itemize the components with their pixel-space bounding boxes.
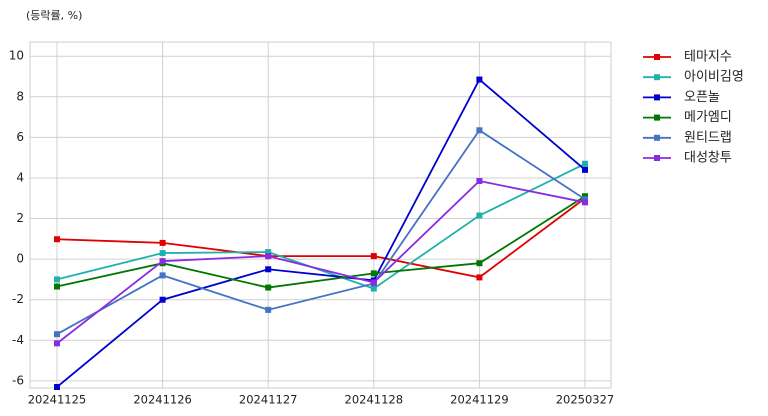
legend-marker — [654, 155, 660, 161]
series-line — [56, 162, 586, 290]
legend-marker — [654, 114, 660, 121]
y-tick-label: 0 — [16, 252, 24, 266]
point — [159, 250, 166, 257]
point — [370, 253, 377, 260]
point — [54, 383, 60, 390]
point — [159, 272, 166, 279]
point — [476, 127, 483, 134]
legend-label: 메가엠디 — [684, 110, 732, 125]
point — [54, 236, 60, 243]
legend-label: 테마지수 — [684, 50, 732, 65]
x-tick-label: 20250327 — [556, 393, 615, 407]
point — [54, 283, 60, 290]
point — [582, 199, 588, 206]
x-tick-label: 20241126 — [133, 393, 192, 407]
point — [476, 76, 483, 83]
x-tick-label: 20241127 — [239, 393, 298, 407]
legend-label: 대성창투 — [684, 151, 732, 166]
point — [582, 193, 588, 200]
x-tick-label: 20241125 — [28, 393, 87, 407]
point — [265, 284, 272, 291]
series-line — [56, 78, 586, 388]
series-line — [56, 129, 586, 336]
point — [582, 166, 588, 173]
y-tick-label: -6 — [12, 373, 24, 387]
point — [159, 239, 166, 246]
point — [582, 160, 588, 167]
point — [54, 331, 60, 338]
legend-marker — [654, 134, 660, 141]
legend-marker — [654, 94, 660, 101]
legend-marker — [654, 54, 660, 60]
point — [265, 306, 272, 313]
point — [370, 285, 377, 292]
point — [159, 296, 166, 303]
y-tick-label: 8 — [16, 89, 24, 103]
point — [582, 196, 588, 203]
series-line — [56, 180, 586, 345]
y-tick-label: 6 — [16, 130, 24, 144]
point — [476, 212, 483, 219]
y-tick-label: -2 — [12, 292, 24, 306]
y-tick-label: 2 — [16, 211, 24, 225]
legend-marker — [654, 74, 660, 81]
legend-label: 아이비김영 — [684, 70, 744, 85]
point — [54, 340, 60, 347]
point — [265, 249, 272, 256]
legend-label: 원티드랩 — [684, 130, 732, 145]
y-tick-label: 4 — [16, 170, 24, 184]
chart-title: (등락률, %) — [26, 9, 82, 22]
plot-frame — [29, 41, 612, 389]
y-tick-label: 10 — [9, 49, 24, 63]
x-tick-label: 20241128 — [345, 393, 404, 407]
y-tick-label: -4 — [12, 333, 24, 347]
series-line — [56, 195, 586, 289]
point — [476, 260, 483, 267]
point — [54, 276, 60, 283]
point — [370, 270, 377, 277]
point — [476, 178, 483, 185]
point — [265, 266, 272, 273]
point — [159, 258, 166, 265]
point — [370, 279, 377, 286]
point — [476, 274, 483, 281]
series-line — [56, 197, 586, 279]
x-tick-label: 20241129 — [450, 393, 509, 407]
point — [265, 253, 272, 260]
legend-label: 오픈놀 — [684, 90, 720, 105]
